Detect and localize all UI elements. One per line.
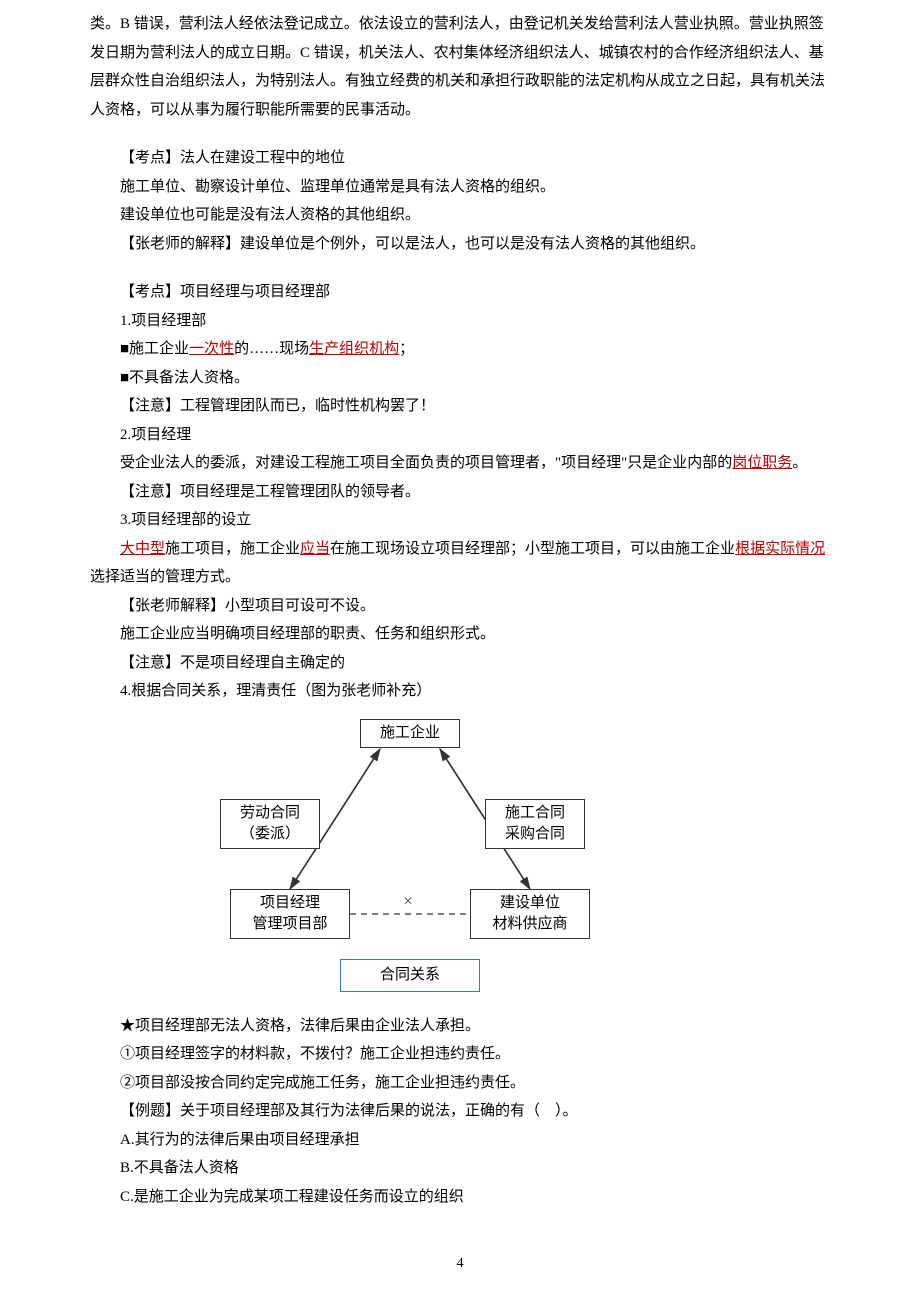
- emphasis-red: 大中型: [120, 541, 165, 557]
- emphasis-red: 一次性: [189, 341, 234, 357]
- diagram-box-top: 施工企业: [360, 719, 460, 748]
- text-span: 施工项目，施工企业: [165, 541, 300, 557]
- text-span: 施工合同: [494, 803, 576, 824]
- text-line: 大中型施工项目，施工企业应当在施工现场设立项目经理部；小型施工项目，可以由施工企…: [90, 535, 830, 592]
- text-line: 建设单位也可能是没有法人资格的其他组织。: [90, 201, 830, 230]
- question-stem: 【例题】关于项目经理部及其行为法律后果的说法，正确的有（ ）。: [90, 1097, 830, 1126]
- cross-mark: ×: [403, 893, 412, 910]
- text-span: 建设单位: [479, 893, 581, 914]
- text-line: 施工企业应当明确项目经理部的职责、任务和组织形式。: [90, 620, 830, 649]
- list-item-1: 1.项目经理部: [90, 307, 830, 336]
- text-span: 劳动合同: [229, 803, 311, 824]
- note-line: 【张老师解释】小型项目可设可不设。: [90, 592, 830, 621]
- circled-item-1: ①项目经理签字的材料款，不拨付？施工企业担违约责任。: [90, 1040, 830, 1069]
- text-span: 选择适当的管理方式。: [90, 569, 240, 585]
- emphasis-red: 岗位职务: [732, 455, 792, 471]
- text-span: 采购合同: [494, 824, 576, 845]
- text-span: 。: [792, 455, 807, 471]
- note-line: 【注意】工程管理团队而已，临时性机构罢了！: [90, 392, 830, 421]
- circled-item-2: ②项目部没按合同约定完成施工任务，施工企业担违约责任。: [90, 1069, 830, 1098]
- list-item-3: 3.项目经理部的设立: [90, 506, 830, 535]
- text-line: 施工单位、勘察设计单位、监理单位通常是具有法人资格的组织。: [90, 173, 830, 202]
- body-paragraph: 类。B 错误，营利法人经依法登记成立。依法设立的营利法人，由登记机关发给营利法人…: [90, 10, 830, 124]
- list-item-2: 2.项目经理: [90, 421, 830, 450]
- text-line: 【张老师的解释】建设单位是个例外，可以是法人，也可以是没有法人资格的其他组织。: [90, 230, 830, 259]
- option-a: A.其行为的法律后果由项目经理承担: [90, 1126, 830, 1155]
- diagram-box-left-label: 劳动合同 （委派）: [220, 799, 320, 849]
- text-span: 管理项目部: [239, 914, 341, 935]
- contract-diagram: × 施工企业 劳动合同 （委派） 施工合同 采购合同 项目经理 管理项目部 建设…: [210, 714, 630, 1004]
- note-line: 【注意】不是项目经理自主确定的: [90, 649, 830, 678]
- text-span: ■施工企业: [120, 341, 189, 357]
- diagram-box-bottom-left: 项目经理 管理项目部: [230, 889, 350, 939]
- text-span: （委派）: [229, 824, 311, 845]
- diagram-caption: 合同关系: [340, 959, 480, 992]
- star-line: ★项目经理部无法人资格，法律后果由企业法人承担。: [90, 1012, 830, 1041]
- text-span: 项目经理: [239, 893, 341, 914]
- text-span: 材料供应商: [479, 914, 581, 935]
- diagram-box-bottom-right: 建设单位 材料供应商: [470, 889, 590, 939]
- text-span: 的……现场: [234, 341, 309, 357]
- option-c: C.是施工企业为完成某项工程建设任务而设立的组织: [90, 1183, 830, 1212]
- bullet-line: ■施工企业一次性的……现场生产组织机构；: [90, 335, 830, 364]
- text-span: 受企业法人的委派，对建设工程施工项目全面负责的项目管理者，"项目经理"只是企业内…: [90, 449, 732, 478]
- kaodian-title-1: 【考点】法人在建设工程中的地位: [90, 144, 830, 173]
- emphasis-red: 生产组织机构: [309, 341, 399, 357]
- bullet-line: ■不具备法人资格。: [90, 364, 830, 393]
- text-span: ；: [399, 341, 414, 357]
- text-line: 受企业法人的委派，对建设工程施工项目全面负责的项目管理者，"项目经理"只是企业内…: [90, 449, 830, 478]
- option-b: B.不具备法人资格: [90, 1154, 830, 1183]
- text-span: 在施工现场设立项目经理部；小型施工项目，可以由施工企业: [330, 541, 735, 557]
- note-line: 【注意】项目经理是工程管理团队的领导者。: [90, 478, 830, 507]
- kaodian-title-2: 【考点】项目经理与项目经理部: [90, 278, 830, 307]
- list-item-4: 4.根据合同关系，理清责任（图为张老师补充）: [90, 677, 830, 706]
- emphasis-red: 应当: [300, 541, 330, 557]
- page-number: 4: [90, 1251, 830, 1278]
- emphasis-red: 根据实际情况: [735, 541, 825, 557]
- diagram-box-right-label: 施工合同 采购合同: [485, 799, 585, 849]
